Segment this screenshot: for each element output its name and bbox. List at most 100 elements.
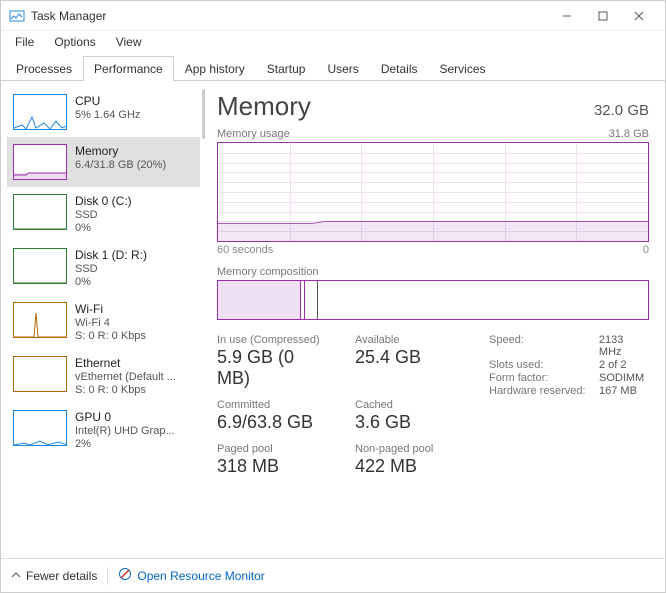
maximize-button[interactable] — [585, 2, 621, 30]
resource-monitor-link[interactable]: Open Resource Monitor — [118, 567, 264, 584]
usage-axis: 60 seconds 0 — [217, 244, 649, 256]
app-icon — [9, 8, 25, 24]
sidebar-item-sub1: 6.4/31.8 GB (20%) — [75, 159, 166, 171]
speed-label: Speed: — [489, 334, 599, 358]
stats-left: In use (Compressed) 5.9 GB (0 MB) Availa… — [217, 334, 465, 487]
tab-users[interactable]: Users — [316, 56, 369, 81]
sidebar-item-sub2: S: 0 R: 0 Kbps — [75, 384, 176, 396]
hw-value: 167 MB — [599, 385, 637, 397]
chart-line — [218, 143, 648, 241]
tab-startup[interactable]: Startup — [256, 56, 317, 81]
memory-total: 32.0 GB — [594, 102, 649, 119]
minimize-button[interactable] — [549, 2, 585, 30]
sidebar-item-title: Disk 0 (C:) — [75, 194, 132, 208]
slots-value: 2 of 2 — [599, 359, 627, 371]
sidebar-item-cpu[interactable]: CPU5% 1.64 GHz — [7, 87, 200, 137]
sidebar-item-wi-fi[interactable]: Wi-FiWi-Fi 4S: 0 R: 0 Kbps — [7, 295, 200, 349]
usage-chart — [217, 142, 649, 242]
axis-left: 60 seconds — [217, 244, 273, 256]
sidebar-item-sub1: SSD — [75, 263, 147, 275]
sidebar-item-text: Disk 1 (D: R:)SSD0% — [75, 248, 147, 288]
menu-options[interactable]: Options — [44, 33, 105, 51]
sidebar-item-text: Memory6.4/31.8 GB (20%) — [75, 144, 166, 171]
window-controls — [549, 2, 657, 30]
sidebar-item-sub1: Intel(R) UHD Grap... — [75, 425, 175, 437]
specs: Speed:2133 MHz Slots used:2 of 2 Form fa… — [489, 334, 649, 398]
sidebar-item-sub1: vEthernet (Default ... — [75, 371, 176, 383]
thumb-chart — [13, 94, 67, 130]
tab-processes[interactable]: Processes — [5, 56, 83, 81]
sidebar-item-title: CPU — [75, 94, 140, 108]
sidebar-item-memory[interactable]: Memory6.4/31.8 GB (20%) — [7, 137, 200, 187]
comp-divider — [304, 281, 305, 319]
sidebar-item-disk-1-d-r-[interactable]: Disk 1 (D: R:)SSD0% — [7, 241, 200, 295]
nonpaged-value: 422 MB — [355, 456, 465, 477]
sidebar-item-sub2: 0% — [75, 276, 147, 288]
comp-segment-inuse — [218, 281, 300, 319]
available-value: 25.4 GB — [355, 347, 465, 368]
usage-max: 31.8 GB — [609, 128, 649, 140]
composition-label: Memory composition — [217, 266, 649, 278]
inuse-value: 5.9 GB (0 MB) — [217, 347, 327, 389]
thumb-chart — [13, 248, 67, 284]
sidebar-item-text: Disk 0 (C:)SSD0% — [75, 194, 132, 234]
page-title: Memory — [217, 91, 311, 122]
main-panel: Memory 32.0 GB Memory usage 31.8 GB 60 s… — [207, 81, 665, 558]
sidebar-item-sub1: SSD — [75, 209, 132, 221]
sidebar-item-gpu-0[interactable]: GPU 0Intel(R) UHD Grap...2% — [7, 403, 200, 457]
sidebar-item-title: Disk 1 (D: R:) — [75, 248, 147, 262]
sidebar-item-title: Ethernet — [75, 356, 176, 370]
sidebar-item-text: CPU5% 1.64 GHz — [75, 94, 140, 121]
sidebar-item-title: Wi-Fi — [75, 302, 146, 316]
window-title: Task Manager — [31, 9, 549, 23]
thumb-chart — [13, 410, 67, 446]
comp-divider — [317, 281, 318, 319]
sidebar-item-sub2: 2% — [75, 438, 175, 450]
sidebar: CPU5% 1.64 GHz Memory6.4/31.8 GB (20%) Dis… — [1, 81, 201, 558]
resource-monitor-icon — [118, 567, 132, 584]
sidebar-item-sub1: Wi-Fi 4 — [75, 317, 146, 329]
form-label: Form factor: — [489, 372, 599, 384]
thumb-chart — [13, 194, 67, 230]
fewer-details-button[interactable]: Fewer details — [11, 569, 97, 583]
content: CPU5% 1.64 GHzMemory6.4/31.8 GB (20%)Dis… — [1, 81, 665, 558]
paged-label: Paged pool — [217, 443, 327, 455]
menubar: File Options View — [1, 31, 665, 53]
fewer-details-label: Fewer details — [26, 569, 97, 583]
sidebar-item-sub1: 5% 1.64 GHz — [75, 109, 140, 121]
hw-label: Hardware reserved: — [489, 385, 599, 397]
committed-value: 6.9/63.8 GB — [217, 412, 327, 433]
paged-value: 318 MB — [217, 456, 327, 477]
inuse-label: In use (Compressed) — [217, 334, 327, 346]
sidebar-item-text: Wi-FiWi-Fi 4S: 0 R: 0 Kbps — [75, 302, 146, 342]
cached-value: 3.6 GB — [355, 412, 465, 433]
footer-separator — [107, 567, 108, 585]
sidebar-item-title: GPU 0 — [75, 410, 175, 424]
sidebar-item-title: Memory — [75, 144, 166, 158]
axis-right: 0 — [643, 244, 649, 256]
sidebar-item-sub2: S: 0 R: 0 Kbps — [75, 330, 146, 342]
sidebar-item-text: GPU 0Intel(R) UHD Grap...2% — [75, 410, 175, 450]
comp-divider — [300, 281, 301, 319]
sidebar-item-sub2: 0% — [75, 222, 132, 234]
menu-file[interactable]: File — [5, 33, 44, 51]
splitter[interactable] — [201, 81, 207, 558]
sidebar-item-ethernet[interactable]: EthernetvEthernet (Default ...S: 0 R: 0 … — [7, 349, 200, 403]
cached-label: Cached — [355, 399, 465, 411]
sidebar-item-disk-0-c-[interactable]: Disk 0 (C:)SSD0% — [7, 187, 200, 241]
titlebar: Task Manager — [1, 1, 665, 31]
thumb-chart — [13, 144, 67, 180]
usage-label: Memory usage — [217, 128, 290, 140]
menu-view[interactable]: View — [106, 33, 152, 51]
tab-app-history[interactable]: App history — [174, 56, 256, 81]
usage-chart-labels: Memory usage 31.8 GB — [217, 128, 649, 140]
tab-performance[interactable]: Performance — [83, 56, 174, 81]
tab-services[interactable]: Services — [429, 56, 497, 81]
composition-bar — [217, 280, 649, 320]
nonpaged-label: Non-paged pool — [355, 443, 465, 455]
sidebar-item-text: EthernetvEthernet (Default ...S: 0 R: 0 … — [75, 356, 176, 396]
resource-monitor-label: Open Resource Monitor — [137, 569, 264, 583]
tab-details[interactable]: Details — [370, 56, 429, 81]
close-button[interactable] — [621, 2, 657, 30]
speed-value: 2133 MHz — [599, 334, 649, 358]
